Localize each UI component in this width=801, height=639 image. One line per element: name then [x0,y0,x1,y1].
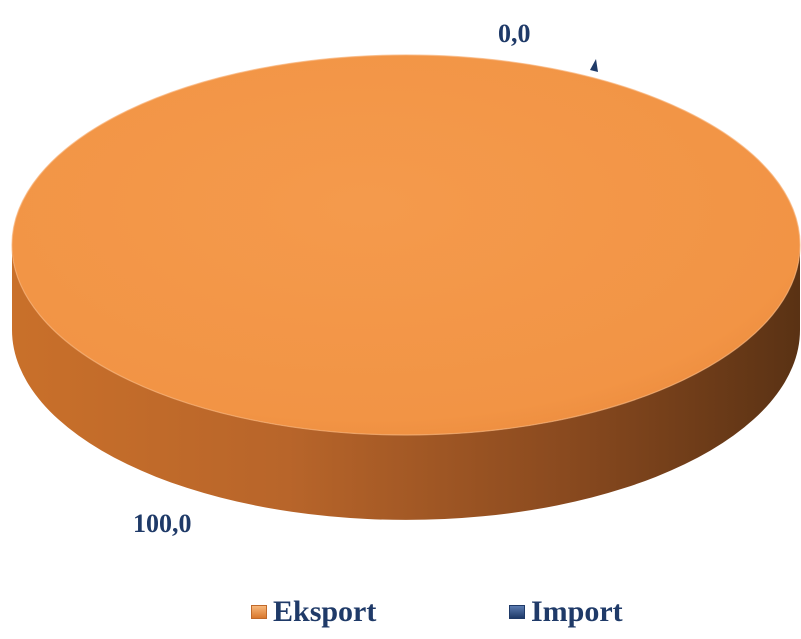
data-label-eksport: 100,0 [133,509,192,538]
legend-swatch-import [509,605,525,619]
legend-item-eksport: Eksport [251,590,376,634]
legend-label-import: Import [531,595,623,628]
pie-slice-import [590,59,598,72]
legend: Eksport Import [0,590,801,634]
pie-rim-highlight [11,54,801,436]
pie-slice-eksport [12,55,800,435]
legend-label-eksport: Eksport [273,595,377,628]
data-label-import: 0,0 [498,19,531,48]
legend-swatch-eksport [251,605,267,619]
legend-item-import: Import [509,590,623,634]
pie-slice-eksport-side [12,245,800,520]
